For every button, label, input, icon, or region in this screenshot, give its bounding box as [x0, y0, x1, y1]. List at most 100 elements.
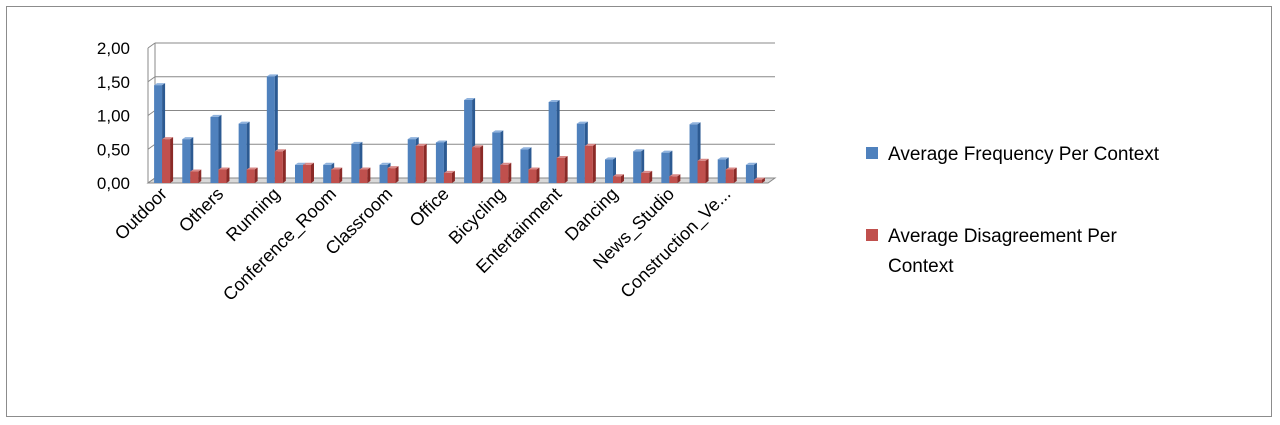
bar-top [464, 97, 476, 100]
bar-disagreement [697, 158, 709, 183]
bar-top [266, 74, 278, 77]
bar-front [435, 142, 444, 183]
bar-front [520, 149, 529, 183]
bar-top [218, 167, 230, 170]
bar-top [576, 121, 588, 124]
bar-disagreement [218, 167, 230, 183]
bar-front [548, 102, 557, 183]
bar-disagreement [246, 167, 258, 183]
bar-side [508, 162, 512, 183]
bar-side [246, 121, 250, 183]
bar-top [613, 174, 624, 177]
bar-front [154, 85, 163, 183]
bar-side [733, 167, 737, 183]
bar-top [443, 170, 455, 173]
bar-side [705, 158, 709, 183]
bar-front [359, 169, 368, 183]
bar-side [649, 170, 653, 183]
bar-front [303, 164, 311, 183]
gridline-depth [147, 110, 156, 116]
gridline-depth [147, 143, 156, 150]
bar-front [725, 169, 734, 183]
bar-front [415, 145, 424, 183]
bar-top [661, 150, 673, 153]
bar-front [641, 172, 650, 183]
bar-top [387, 166, 399, 169]
bar-top [669, 174, 681, 177]
bar-top [351, 141, 363, 144]
bar-top [753, 177, 765, 180]
bar-side [536, 167, 540, 183]
bar-top [520, 147, 532, 150]
legend-label: Average Frequency Per Context [888, 144, 1160, 165]
bar-top [303, 162, 314, 165]
bar-front [182, 139, 191, 183]
bar-top [359, 167, 371, 170]
bar-disagreement [359, 167, 371, 183]
bar-top [379, 162, 391, 165]
y-tick-label: 2,00 [97, 39, 130, 58]
bar-front [605, 159, 613, 183]
bar-frequency [210, 114, 222, 183]
bar-top [407, 137, 419, 140]
bar-top [238, 121, 250, 124]
bar-front [576, 123, 585, 183]
legend-label: Average Disagreement Per [888, 226, 1117, 247]
bar-front [323, 164, 332, 183]
bar-side [423, 143, 427, 183]
bar-side [367, 167, 371, 183]
y-tick-label: 0,00 [97, 174, 130, 193]
bar-front [266, 76, 275, 183]
bar-disagreement [500, 162, 512, 183]
bar-top [415, 143, 427, 146]
bar-disagreement [274, 149, 286, 183]
bar-disagreement [415, 143, 427, 183]
bar-front [331, 169, 340, 183]
bar-front [464, 99, 473, 183]
bar-top [500, 162, 512, 165]
bar-front [697, 160, 706, 183]
bar-disagreement [472, 145, 484, 183]
bar-top [435, 140, 447, 143]
bar-front [717, 159, 726, 183]
bar-disagreement [387, 166, 399, 183]
bar-front [661, 152, 670, 183]
bar-disagreement [725, 167, 737, 183]
bar-front [379, 164, 388, 183]
bar-side [282, 149, 286, 183]
bar-disagreement [753, 177, 765, 183]
bar-side [170, 137, 174, 183]
bar-frequency [238, 121, 250, 183]
bar-side [564, 156, 568, 183]
bar-side [621, 174, 624, 183]
bar-front [669, 176, 678, 183]
y-tick-label: 0,50 [97, 140, 130, 159]
bar-front [556, 158, 565, 183]
bar-top [605, 157, 616, 160]
bar-front [274, 151, 283, 183]
bar-front [218, 169, 227, 183]
bar-top [472, 145, 484, 148]
bar-disagreement [331, 167, 343, 183]
y-tick-label: 1,50 [97, 73, 130, 92]
legend-item: Average Disagreement Per Context [866, 226, 1117, 277]
bar-top [584, 143, 596, 146]
bar-top [492, 130, 504, 133]
bar-disagreement [584, 143, 596, 183]
bar-disagreement [303, 162, 314, 183]
bar-side [311, 162, 314, 183]
bar-front [689, 124, 698, 183]
bar-top [745, 162, 757, 165]
bar-side [753, 162, 757, 183]
bar-top [697, 158, 709, 161]
bar-front [613, 176, 621, 183]
gridline-depth [147, 42, 156, 49]
bar-top [689, 122, 701, 125]
bar-side [677, 174, 681, 183]
legend-label: Context [888, 256, 954, 277]
bar-top [274, 149, 286, 152]
bar-front [295, 164, 303, 183]
bar-front [210, 116, 219, 183]
bar-top [556, 156, 568, 159]
